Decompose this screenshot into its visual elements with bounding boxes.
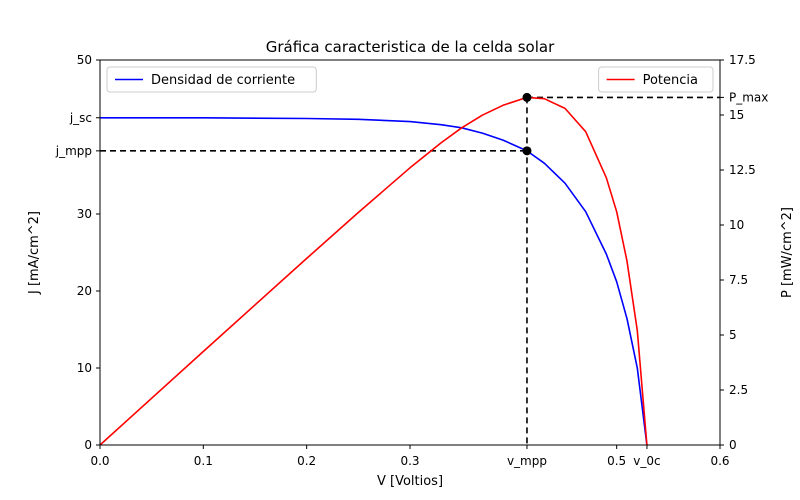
max-power-point: [522, 92, 532, 102]
legend-label: Potencia: [643, 73, 698, 88]
x-tick-label: 0.1: [194, 454, 213, 468]
reference-lines: [100, 96, 720, 445]
legend-label: Densidad de corriente: [151, 73, 295, 88]
right-tick-label: 10: [729, 218, 744, 232]
left-tick-label: j_mpp: [55, 144, 92, 158]
legend-box: [598, 66, 714, 93]
right-tick-label: 5: [729, 328, 737, 342]
x-tick-label: 0.5: [607, 454, 626, 468]
legend-current-density: Densidad de corriente: [106, 66, 317, 93]
power-line: [99, 96, 648, 446]
right-tick-label: 12.5: [729, 163, 756, 177]
plot-area: [99, 59, 721, 446]
left-tick-label: j_sc: [69, 111, 92, 125]
right-tick-label: 17.5: [729, 53, 756, 67]
x-tick-label: 0.3: [400, 454, 419, 468]
left-tick-label: 0: [84, 438, 92, 452]
x-axis-ticks: 0.0 0.1 0.2 0.3 v_mpp 0.5 v_0c 0.6: [90, 445, 730, 468]
left-tick-label: 50: [77, 53, 92, 67]
right-tick-label: P_max: [729, 90, 768, 104]
right-tick-label: 15: [729, 108, 744, 122]
left-tick-label: 10: [77, 361, 92, 375]
right-tick-label: 7.5: [729, 273, 748, 287]
current-density-line: [100, 117, 648, 446]
mpp-current-point: [522, 146, 532, 156]
left-axis-ticks: 0 10 20 30 j_mpp j_sc 50: [55, 53, 100, 452]
x-tick-label: 0.2: [297, 454, 316, 468]
x-tick-label: 0.6: [710, 454, 729, 468]
left-tick-label: 20: [77, 284, 92, 298]
series-lines: [99, 96, 648, 446]
left-axis-label: J [mA/cm^2]: [27, 211, 42, 295]
x-tick-label: v_mpp: [507, 454, 547, 468]
right-axis-label: P [mW/cm^2]: [780, 207, 795, 298]
right-tick-label: 2.5: [729, 383, 748, 397]
right-tick-label: 0: [729, 438, 737, 452]
legend-box: [106, 66, 317, 93]
legend-power: Potencia: [598, 66, 714, 93]
chart-title: Gráfica caracteristica de la celda solar: [266, 38, 555, 56]
left-tick-label: 30: [77, 207, 92, 221]
x-tick-label: v_0c: [633, 454, 660, 468]
x-tick-label: 0.0: [90, 454, 109, 468]
x-axis-label: V [Voltios]: [377, 474, 443, 489]
right-axis-ticks: 0 2.5 5 7.5 10 12.5 15 P_max 17.5: [720, 53, 768, 452]
marker-points: [522, 92, 532, 156]
